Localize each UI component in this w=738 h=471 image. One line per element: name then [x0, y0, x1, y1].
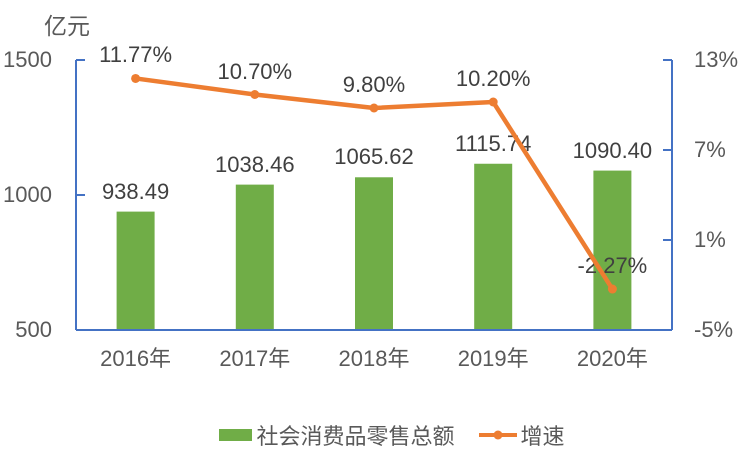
bar-2020年: [593, 170, 632, 330]
right-axis-tick-label: 1%: [694, 227, 726, 252]
legend-label-bar-series: 社会消费品零售总额: [256, 424, 455, 449]
legend-label-line-series: 增速: [520, 424, 565, 449]
legend-item-bar-series: 社会消费品零售总额: [219, 419, 455, 451]
bar-value-label: 1065.62: [334, 144, 414, 170]
x-axis-category-label: 2019年: [457, 346, 529, 371]
x-axis-category-label: 2016年: [100, 346, 172, 371]
x-axis-category-label: 2017年: [219, 346, 291, 371]
legend-item-line-series: 增速: [478, 419, 565, 451]
right-axis-tick-label: 7%: [694, 137, 726, 162]
bar-value-label: 1038.46: [215, 151, 295, 177]
legend-line-marker: [493, 430, 502, 440]
left-axis-tick-label: 1500: [3, 47, 52, 72]
right-axis-tick-label: -5%: [694, 317, 734, 342]
left-axis-tick-label: 500: [15, 317, 52, 342]
bar-value-label: 938.49: [101, 178, 170, 204]
bar-series-swatch-icon: [219, 429, 253, 441]
line-point-label: -2.27%: [577, 253, 648, 279]
bar-2017年: [235, 184, 274, 330]
left-axis-tick-label: 1000: [3, 182, 52, 207]
bar-2018年: [355, 177, 393, 330]
line-series-marker-icon: [478, 430, 517, 440]
line-point-label: 9.80%: [342, 72, 406, 97]
right-axis-tick-label: 13%: [694, 47, 738, 72]
bar-2016年: [116, 211, 155, 330]
line-point-label: 10.70%: [217, 58, 293, 84]
line-point-label: 10.20%: [455, 66, 531, 91]
line-point-label: 11.77%: [99, 42, 173, 68]
x-axis-category-label: 2018年: [338, 346, 410, 371]
left-axis-title: 亿元: [44, 13, 90, 39]
legend: 社会消费品零售总额 增速: [23, 419, 738, 451]
bar-2019年: [474, 163, 513, 330]
bar-value-label: 1090.40: [572, 137, 653, 163]
bar-value-label: 1115.74: [455, 130, 532, 156]
x-axis-category-label: 2020年: [576, 346, 648, 371]
